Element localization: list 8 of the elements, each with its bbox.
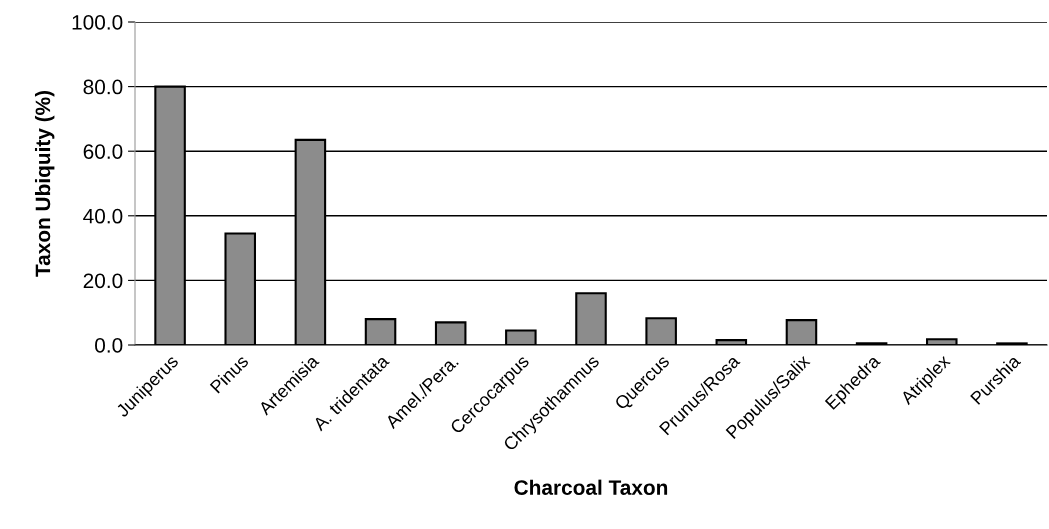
y-tick-label: 80.0 — [83, 79, 123, 95]
y-tick-label: 0.0 — [95, 338, 123, 353]
y-tick-label: 60.0 — [83, 144, 123, 159]
y-tick-label: 20.0 — [83, 273, 123, 289]
y-axis-title: Taxon Ubiquity (%) — [34, 90, 55, 277]
y-tick-label: 40.0 — [83, 208, 123, 224]
y-tick-label: 100.0 — [72, 15, 123, 30]
x-axis-title: Charcoal Taxon — [514, 479, 668, 495]
